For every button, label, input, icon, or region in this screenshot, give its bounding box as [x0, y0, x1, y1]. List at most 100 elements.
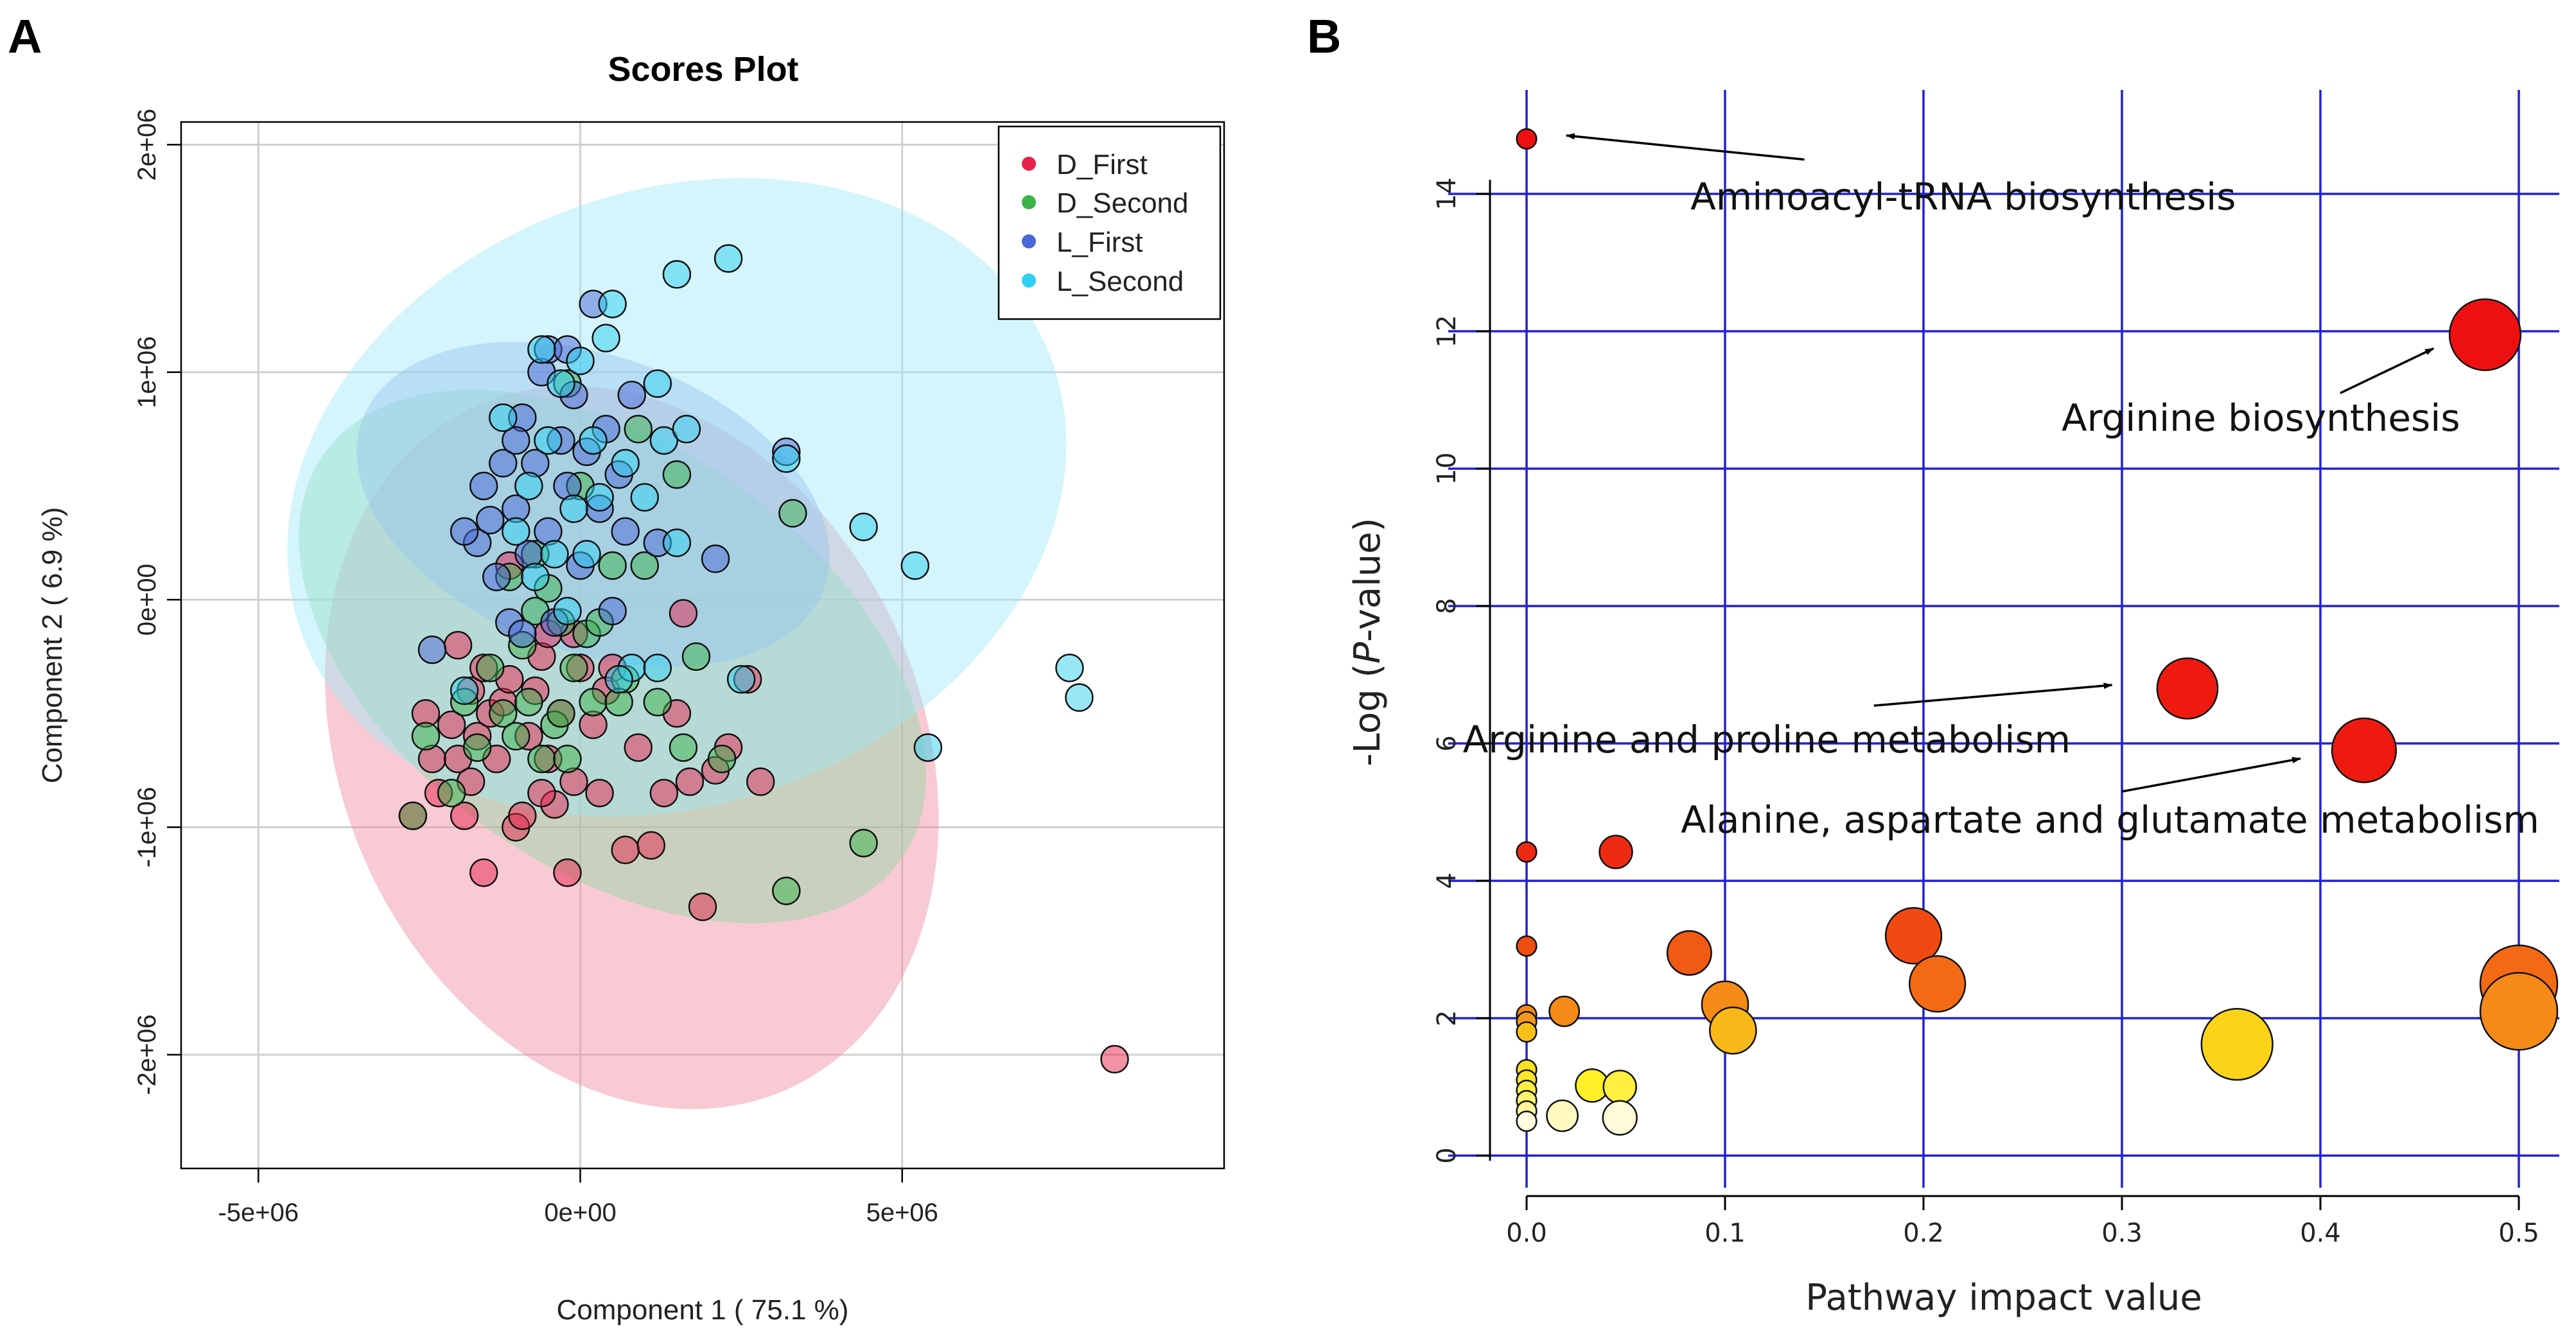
- scores-y-tick-label-1: -1e+06: [133, 787, 161, 868]
- point-l-second-4: [534, 426, 563, 455]
- pathway-impact-plot: 0.0 0.1 0.2 0.3 0.4 0.5 0 2 4 6 8 10 12 14 Aminoacyl…: [1347, 90, 2559, 1319]
- point-d-first-47: [443, 630, 473, 660]
- pathway-point-27: [1546, 1099, 1579, 1132]
- point-l-second-31: [521, 562, 550, 591]
- pathway-y-label-suffix: -value): [1347, 517, 1389, 642]
- pathway-y-tick-label-6: 12: [1432, 315, 1462, 348]
- point-d-second-9: [514, 688, 543, 716]
- point-l-second-20: [662, 260, 692, 289]
- point-d-second-1: [411, 722, 441, 750]
- point-d-first-33: [675, 767, 705, 796]
- legend-label-d-first: D_First: [1056, 149, 1148, 180]
- pathway-x-tick-label-4: 0.4: [2300, 1219, 2341, 1248]
- scores-points: [398, 244, 1129, 1074]
- point-l-second-28: [643, 654, 672, 682]
- point-d-second-16: [559, 654, 588, 682]
- pathway-x-tick-label-5: 0.5: [2498, 1219, 2539, 1248]
- pathway-point-5: [1599, 835, 1633, 869]
- point-d-second-24: [630, 551, 660, 580]
- pathway-point-7: [1666, 930, 1712, 976]
- pathway-y-label-italic: P: [1347, 642, 1389, 664]
- legend-marker-l-first: [1022, 234, 1036, 248]
- point-d-second-2: [437, 779, 466, 808]
- pathway-point-18: [1548, 995, 1581, 1027]
- point-d-first-38: [469, 858, 498, 887]
- pathway-point-13: [2479, 972, 2559, 1051]
- scores-grid: [181, 122, 1224, 1168]
- point-l-second-26: [1055, 654, 1084, 682]
- legend-label-l-second: L_Second: [1056, 266, 1184, 297]
- point-l-second-12: [598, 290, 627, 318]
- pathway-point-17: [1516, 1021, 1538, 1043]
- pathway-y-tick-label-4: 8: [1432, 598, 1462, 614]
- point-d-first-5: [450, 801, 479, 831]
- point-l-second-5: [540, 540, 569, 569]
- scores-plot: Scores Plot -5e+06 0e+00 5e+06 -2e+06 -1e+0…: [37, 50, 1225, 1326]
- point-d-second-30: [778, 499, 807, 528]
- point-l-second-13: [611, 449, 640, 478]
- point-d-second-0: [398, 801, 428, 831]
- point-l-second-8: [566, 346, 595, 376]
- point-l-first-25: [617, 380, 646, 410]
- pathway-point-4: [1516, 841, 1538, 863]
- pathway-annotation-arrow-0: [1565, 133, 1805, 161]
- scores-y-tick-label-2: 0e+00: [133, 564, 161, 636]
- point-l-second-23: [849, 512, 878, 541]
- point-l-second-15: [630, 483, 660, 512]
- pathway-points: [1516, 128, 2559, 1136]
- panel-a-letter: A: [8, 10, 42, 63]
- scores-x-tick-label-2: 5e+06: [866, 1199, 938, 1227]
- point-l-first-3: [475, 505, 505, 535]
- point-d-second-29: [707, 744, 737, 774]
- pathway-annotations: Aminoacyl-tRNA biosynthesis Arginine bios…: [1463, 133, 2539, 842]
- scores-y-tick-label-3: 1e+06: [133, 336, 161, 408]
- point-l-second-17: [649, 426, 679, 455]
- scores-y-tick-label-4: 2e+06: [133, 108, 161, 180]
- point-l-first-5: [488, 449, 518, 478]
- point-l-second-2: [514, 471, 543, 501]
- point-d-second-26: [662, 460, 692, 489]
- legend-marker-l-second: [1022, 273, 1036, 288]
- point-d-second-25: [643, 688, 672, 716]
- pathway-y-label: -Log (P-value): [1347, 517, 1389, 766]
- legend-label-l-first: L_First: [1056, 227, 1143, 258]
- point-d-first-46: [746, 767, 775, 796]
- point-l-second-11: [591, 324, 620, 352]
- pathway-y-tick-label-2: 4: [1432, 872, 1462, 889]
- point-d-first-39: [527, 779, 556, 808]
- point-l-second-34: [553, 596, 582, 626]
- point-d-second-31: [772, 876, 801, 905]
- pathway-y-axis: 0 2 4 6 8 10 12 14: [1432, 178, 1490, 1164]
- point-l-second-7: [559, 494, 588, 523]
- legend-box: [997, 125, 1222, 320]
- pathway-x-axis: 0.0 0.1 0.2 0.3 0.4 0.5: [1506, 1196, 2539, 1248]
- pathway-y-tick-label-5: 10: [1432, 453, 1462, 485]
- scores-legend: D_First D_Second L_First L_Second: [997, 125, 1222, 320]
- point-d-first-22: [553, 858, 582, 887]
- point-d-first-3: [437, 710, 466, 740]
- point-d-second-11: [527, 744, 556, 774]
- pathway-point-1: [2448, 298, 2522, 371]
- point-l-second-10: [585, 483, 614, 512]
- pathway-point-2: [2156, 657, 2219, 720]
- point-l-first-2: [469, 471, 498, 501]
- pathway-x-tick-label-1: 0.1: [1704, 1219, 1746, 1248]
- legend-label-d-second: D_Second: [1056, 187, 1188, 219]
- scores-x-axis: -5e+06 0e+00 5e+06: [218, 1168, 938, 1227]
- pathway-y-tick-label-3: 6: [1432, 735, 1462, 751]
- pathway-annotation-1: Arginine biosynthesis: [2062, 396, 2460, 440]
- point-l-second-19: [672, 415, 701, 444]
- pathway-point-6: [1516, 935, 1538, 957]
- point-l-second-18: [662, 528, 692, 557]
- scores-plot-frame: [180, 121, 1225, 1170]
- point-d-second-28: [681, 642, 711, 671]
- scores-y-tick-label-0: -2e+06: [133, 1014, 161, 1095]
- point-d-first-31: [649, 779, 679, 808]
- pathway-x-tick-label-2: 0.2: [1903, 1219, 1944, 1248]
- point-d-second-35: [547, 699, 575, 728]
- pathway-point-0: [1516, 128, 1538, 150]
- point-l-second-0: [488, 403, 518, 432]
- pathway-y-tick-label-0: 0: [1432, 1147, 1462, 1163]
- point-l-second-1: [502, 517, 530, 546]
- point-l-first-33: [502, 426, 530, 455]
